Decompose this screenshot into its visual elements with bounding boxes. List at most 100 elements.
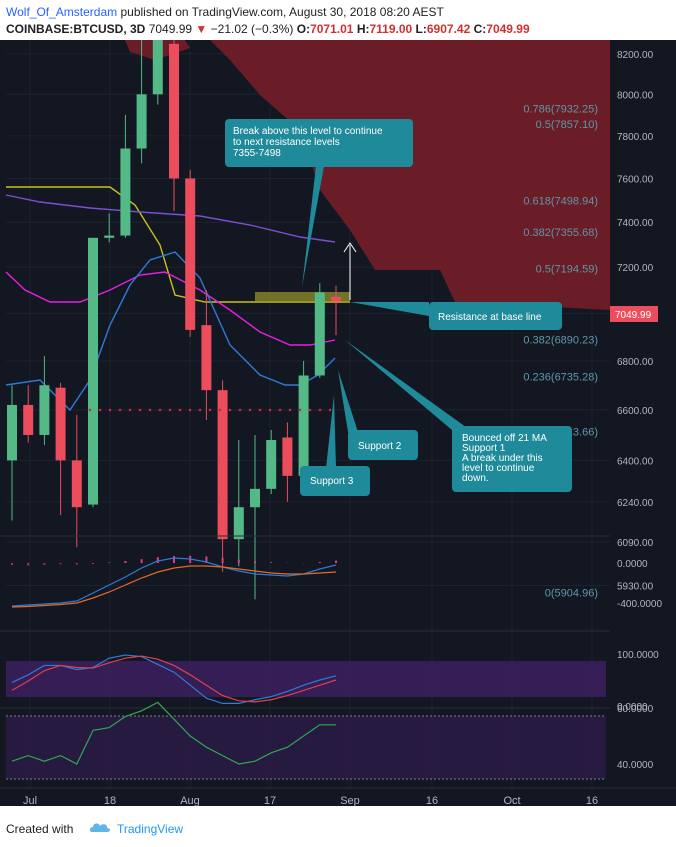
- callout-bounced-text-5: down.: [462, 473, 489, 484]
- author-link[interactable]: Wolf_Of_Amsterdam: [6, 5, 118, 19]
- candle-body: [201, 325, 212, 391]
- price-tick-label: 5930.00: [617, 582, 654, 593]
- last-price: 7049.99: [148, 22, 193, 36]
- osc-tick-label: 40.0000: [617, 760, 654, 771]
- stoch-k-line: [11, 654, 337, 705]
- support-dot: [148, 408, 152, 412]
- support-dot: [88, 408, 92, 412]
- macd-signal-line: [11, 565, 337, 608]
- time-axis: Jul 18 Aug 17 Sep 16 Oct 16: [0, 787, 676, 806]
- candle-body: [23, 404, 34, 435]
- time-tick-label: Oct: [503, 795, 520, 806]
- support-dot: [288, 408, 292, 412]
- callout-support3-text: Support 3: [310, 476, 354, 487]
- created-with-label: Created with: [6, 822, 74, 836]
- macd-line: [11, 557, 337, 607]
- candle-body: [217, 390, 228, 540]
- price-tick-label: 6800.00: [617, 357, 654, 368]
- support-dot: [178, 408, 182, 412]
- support-dotted-line: [88, 408, 332, 412]
- price-tick-label: 6240.00: [617, 498, 654, 509]
- callout-bounced-text-1: Bounced off 21 MA: [462, 433, 547, 444]
- support-dot: [198, 408, 202, 412]
- stoch-band: [6, 661, 606, 697]
- time-tick-label: Jul: [23, 795, 37, 806]
- symbol-line: COINBASE:BTCUSD, 3D 7049.99 ▼ −21.02 (−0…: [6, 22, 530, 36]
- price-axis-strip: [610, 40, 676, 806]
- price-tick-label: 8200.00: [617, 50, 654, 61]
- support-dot: [208, 408, 212, 412]
- fib-level-label: 0.786(7932.25): [523, 103, 598, 115]
- candle-body: [7, 404, 17, 461]
- support-dot: [318, 408, 322, 412]
- stoch-d-line: [11, 655, 337, 703]
- stoch-pane: 100.0000 0.0000: [11, 650, 659, 713]
- time-tick-label: 17: [264, 795, 276, 806]
- callout-support2-text: Support 2: [358, 441, 402, 452]
- publish-info: published on TradingView.com, August 30,…: [117, 5, 444, 19]
- candle-body: [250, 488, 260, 508]
- support-dot: [238, 408, 242, 412]
- candle-body: [104, 235, 115, 238]
- candle-body: [88, 237, 98, 505]
- support-dot: [218, 408, 222, 412]
- low-value: 6907.42: [426, 22, 471, 36]
- callout-break-text-1: Break above this level to continue: [233, 126, 383, 137]
- candle-body: [136, 94, 147, 149]
- candle-body: [298, 375, 309, 476]
- candle-body: [71, 460, 82, 508]
- fib-level-label: 0.382(6890.23): [523, 334, 598, 346]
- support-dot: [158, 408, 162, 412]
- fib-level-label: 0.5(7857.10): [536, 119, 598, 131]
- callout-support-3: Support 3: [300, 395, 370, 496]
- candle-body: [314, 292, 325, 376]
- support-dot: [98, 408, 102, 412]
- osc-line: [11, 701, 336, 765]
- support-dot: [328, 408, 332, 412]
- down-arrow-icon: ▼: [195, 22, 208, 36]
- candle-body: [120, 148, 131, 236]
- chart-canvas[interactable]: 1(8484.22)0.618(8358.52)0.786(7932.25)0.…: [0, 40, 676, 806]
- low-label: L:: [415, 22, 427, 36]
- ma-blue-line: [5, 251, 336, 412]
- support-dot: [168, 408, 172, 412]
- price-tick-label: 6600.00: [617, 406, 654, 417]
- tradingview-link[interactable]: TradingView: [117, 822, 184, 836]
- callout-break-above: Break above this level to continue to ne…: [225, 119, 413, 287]
- candle-body: [39, 385, 50, 435]
- candle-body: [266, 440, 277, 489]
- footer: Created with TradingView: [0, 806, 676, 847]
- support-dot: [138, 408, 142, 412]
- stoch-tick-label: 100.0000: [617, 650, 659, 661]
- current-price-tag: [610, 306, 658, 322]
- price-tick-label: 7200.00: [617, 263, 654, 274]
- stoch-tick-label: 0.0000: [617, 702, 648, 713]
- candle-body: [331, 296, 341, 302]
- time-tick-label: 18: [104, 795, 116, 806]
- ma-purple-line: [5, 194, 336, 243]
- ichimoku-cloud: [210, 40, 610, 310]
- chart-header: Wolf_Of_Amsterdam published on TradingVi…: [0, 0, 676, 40]
- close-value: 7049.99: [486, 22, 530, 36]
- support-dot: [108, 408, 112, 412]
- support-dot: [188, 408, 192, 412]
- callout-break-text-2: to next resistance levels: [233, 137, 340, 148]
- macd-pane: 0.0000 -400.0000: [11, 555, 662, 610]
- price-tick-label: 8000.00: [617, 90, 654, 101]
- symbol-label: COINBASE:BTCUSD, 3D: [6, 22, 146, 36]
- resistance-zone: [255, 292, 350, 301]
- fib-level-label: 0.5(7194.59): [536, 263, 598, 275]
- callout-support-2: Support 2: [338, 370, 418, 460]
- osc-pane: 60.0000 40.0000: [6, 701, 654, 780]
- callout-resistance-text: Resistance at base line: [438, 312, 542, 323]
- osc-band: [6, 716, 606, 779]
- time-tick-label: Sep: [340, 795, 360, 806]
- support-dot: [128, 408, 132, 412]
- candle-body: [152, 40, 163, 95]
- kijun-base-line: [6, 186, 350, 303]
- price-tick-label: 7800.00: [617, 132, 654, 143]
- candle-body: [169, 43, 179, 179]
- macd-tick-label: 0.0000: [617, 559, 648, 570]
- open-value: 7071.01: [310, 22, 354, 36]
- candle-body: [55, 387, 66, 461]
